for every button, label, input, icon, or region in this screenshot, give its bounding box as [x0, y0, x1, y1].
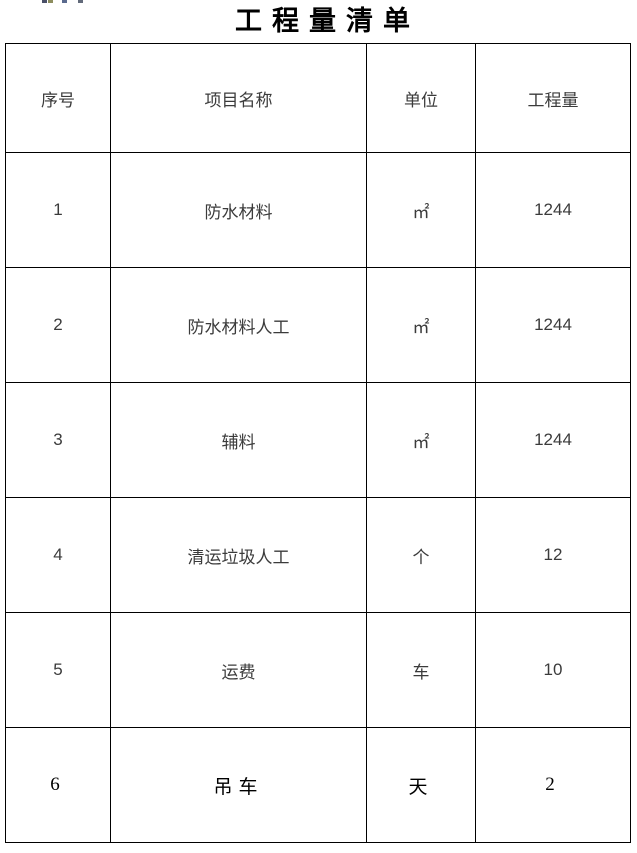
- table-row: 4 清运垃圾人工 个 12: [5, 497, 631, 613]
- col-header-unit: 单位: [366, 43, 476, 153]
- clipped-glyph-fragment: [62, 0, 67, 3]
- cell-unit: ㎡: [366, 267, 476, 383]
- table-row: 5 运费 车 10: [5, 612, 631, 728]
- table-row: 1 防水材料 ㎡ 1244: [5, 152, 631, 268]
- cell-index: 4: [5, 497, 111, 613]
- cell-quantity: 10: [475, 612, 631, 728]
- col-header-index: 序号: [5, 43, 111, 153]
- title-row: 工程量清单: [0, 4, 637, 38]
- cell-unit: 天: [366, 727, 476, 843]
- cell-index: 1: [5, 152, 111, 268]
- cell-quantity: 2: [475, 727, 631, 843]
- table-row: 2 防水材料人工 ㎡ 1244: [5, 267, 631, 383]
- col-header-quantity: 工程量: [475, 43, 631, 153]
- cell-unit: 车: [366, 612, 476, 728]
- cell-index: 3: [5, 382, 111, 498]
- cell-name: 运费: [110, 612, 367, 728]
- cell-quantity: 12: [475, 497, 631, 613]
- cell-name: 防水材料: [110, 152, 367, 268]
- clipped-glyph-fragment: [42, 0, 47, 3]
- cell-name: 辅料: [110, 382, 367, 498]
- cell-unit: ㎡: [366, 152, 476, 268]
- cell-quantity: 1244: [475, 267, 631, 383]
- table-row: 6 吊车 天 2: [5, 727, 631, 843]
- cell-unit: ㎡: [366, 382, 476, 498]
- table-body: 1 防水材料 ㎡ 1244 2 防水材料人工 ㎡ 1244 3 辅料 ㎡ 124…: [5, 152, 631, 843]
- header-row: 序号 项目名称 单位 工程量: [5, 43, 631, 153]
- cell-name: 清运垃圾人工: [110, 497, 367, 613]
- cell-index: 6: [5, 727, 111, 843]
- quantities-table: 序号 项目名称 单位 工程量 1 防水材料 ㎡ 1244 2 防水材料人工 ㎡ …: [5, 43, 631, 843]
- cell-index: 5: [5, 612, 111, 728]
- clipped-glyph-fragment: [78, 0, 83, 3]
- cell-name: 防水材料人工: [110, 267, 367, 383]
- table-row: 3 辅料 ㎡ 1244: [5, 382, 631, 498]
- table-header: 序号 项目名称 单位 工程量: [5, 43, 631, 153]
- cell-quantity: 1244: [475, 382, 631, 498]
- clipped-glyph-fragment: [48, 0, 53, 3]
- cell-quantity: 1244: [475, 152, 631, 268]
- col-header-name: 项目名称: [110, 43, 367, 153]
- page-title: 工程量清单: [235, 6, 420, 36]
- cell-name: 吊车: [110, 727, 367, 843]
- cell-unit: 个: [366, 497, 476, 613]
- cell-index: 2: [5, 267, 111, 383]
